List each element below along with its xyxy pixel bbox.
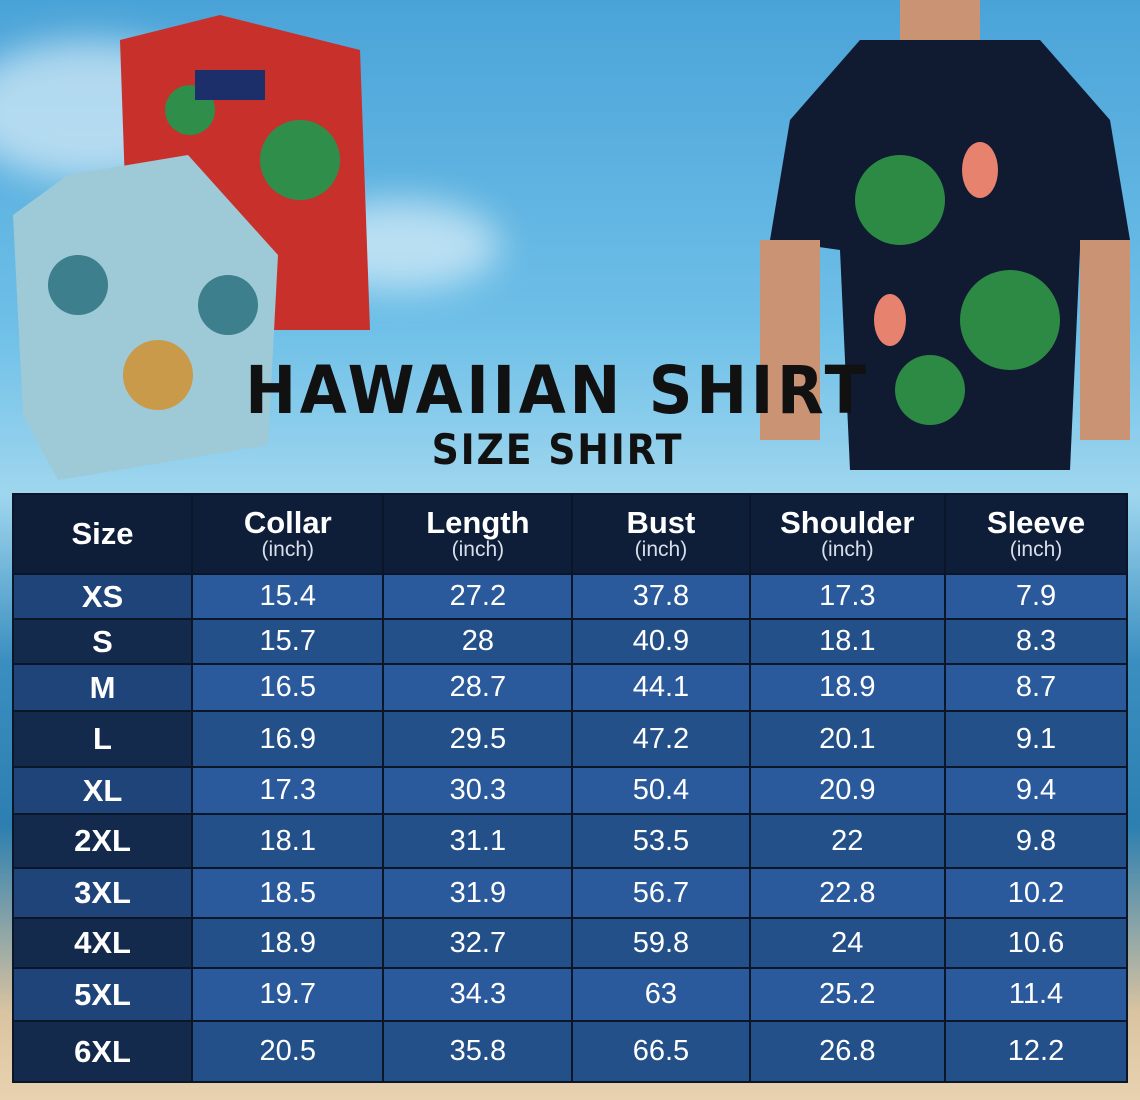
measurement-cell: 18.9 [191,917,385,969]
measurement-cell: 63 [571,967,751,1022]
header-unit: (inch) [1009,538,1063,562]
size-cell: S [11,618,194,665]
measurement-cell: 44.1 [571,663,751,712]
measurement-cell: 17.3 [191,766,385,815]
measurement-cell: 16.9 [191,710,385,768]
measurement-cell: 25.2 [748,967,947,1022]
size-chart-table: Size Collar (inch) Length (inch) Bust (inch) Sh… [11,493,1128,1083]
size-cell: 5XL [11,967,194,1022]
measurement-cell: 9.4 [944,766,1128,815]
measurement-cell: 11.4 [944,967,1128,1022]
header-label: Sleeve [986,504,1086,540]
table-row: 6XL 20.5 35.8 66.5 26.8 12.2 [11,1020,1128,1083]
measurement-cell: 32.7 [382,917,574,969]
measurement-cell: 9.1 [944,710,1128,768]
subtitle: SIZE SHIRT [431,425,684,474]
measurement-cell: 16.5 [191,663,385,712]
measurement-cell: 20.5 [191,1020,385,1083]
table-row: 4XL 18.9 32.7 59.8 24 10.6 [11,917,1128,969]
measurement-cell: 31.9 [382,867,574,919]
measurement-cell: 31.1 [382,813,574,869]
header-unit: (inch) [451,538,505,562]
measurement-cell: 20.9 [748,766,947,815]
size-cell: 2XL [11,813,194,869]
size-cell: 6XL [11,1020,194,1083]
measurement-cell: 27.2 [382,573,574,620]
table-row: 2XL 18.1 31.1 53.5 22 9.8 [11,813,1128,869]
column-header-length: Length (inch) [382,493,574,575]
column-header-shoulder: Shoulder (inch) [748,493,947,575]
measurement-cell: 22 [748,813,947,869]
table-row: 5XL 19.7 34.3 63 25.2 11.4 [11,967,1128,1022]
measurement-cell: 10.6 [944,917,1128,969]
measurement-cell: 8.7 [944,663,1128,712]
measurement-cell: 28 [382,618,574,665]
flamingo-shirt-model-image [760,0,1130,470]
size-cell: XL [11,766,194,815]
measurement-cell: 19.7 [191,967,385,1022]
table-row: XS 15.4 27.2 37.8 17.3 7.9 [11,573,1128,620]
measurement-cell: 15.4 [191,573,385,620]
size-cell: XS [11,573,194,620]
blue-shirt-image [13,155,278,480]
column-header-size: Size [11,493,194,575]
column-header-collar: Collar (inch) [191,493,385,575]
measurement-cell: 20.1 [748,710,947,768]
measurement-cell: 15.7 [191,618,385,665]
measurement-cell: 26.8 [748,1020,947,1083]
measurement-cell: 17.3 [748,573,947,620]
header-label: Bust [626,504,696,540]
measurement-cell: 8.3 [944,618,1128,665]
measurement-cell: 47.2 [571,710,751,768]
size-cell: 4XL [11,917,194,969]
measurement-cell: 59.8 [571,917,751,969]
measurement-cell: 29.5 [382,710,574,768]
size-cell: M [11,663,194,712]
size-cell: 3XL [11,867,194,919]
measurement-cell: 18.1 [748,618,947,665]
measurement-cell: 37.8 [571,573,751,620]
measurement-cell: 12.2 [944,1020,1128,1083]
measurement-cell: 34.3 [382,967,574,1022]
measurement-cell: 18.9 [748,663,947,712]
table-row: S 15.7 28 40.9 18.1 8.3 [11,618,1128,665]
measurement-cell: 24 [748,917,947,969]
table-row: L 16.9 29.5 47.2 20.1 9.1 [11,710,1128,768]
title: HAWAIIAN SHIRT [245,352,870,429]
header-row: Size Collar (inch) Length (inch) Bust (inch) Sh… [11,493,1128,575]
size-cell: L [11,710,194,768]
table-row: XL 17.3 30.3 50.4 20.9 9.4 [11,766,1128,815]
measurement-cell: 9.8 [944,813,1128,869]
column-header-sleeve: Sleeve (inch) [944,493,1128,575]
header-unit: (inch) [634,538,688,562]
measurement-cell: 10.2 [944,867,1128,919]
measurement-cell: 50.4 [571,766,751,815]
table-row: 3XL 18.5 31.9 56.7 22.8 10.2 [11,867,1128,919]
header-label: Shoulder [780,504,915,540]
measurement-cell: 28.7 [382,663,574,712]
measurement-cell: 18.1 [191,813,385,869]
measurement-cell: 56.7 [571,867,751,919]
measurement-cell: 35.8 [382,1020,574,1083]
measurement-cell: 30.3 [382,766,574,815]
measurement-cell: 7.9 [944,573,1128,620]
measurement-cell: 66.5 [571,1020,751,1083]
header-unit: (inch) [261,538,314,562]
header-unit: (inch) [821,538,874,562]
header-label: Size [71,515,134,551]
measurement-cell: 40.9 [571,618,751,665]
header-label: Length [426,504,530,540]
header-label: Collar [243,504,332,540]
measurement-cell: 53.5 [571,813,751,869]
measurement-cell: 22.8 [748,867,947,919]
table-row: M 16.5 28.7 44.1 18.9 8.7 [11,663,1128,712]
measurement-cell: 18.5 [191,867,385,919]
column-header-bust: Bust (inch) [571,493,751,575]
